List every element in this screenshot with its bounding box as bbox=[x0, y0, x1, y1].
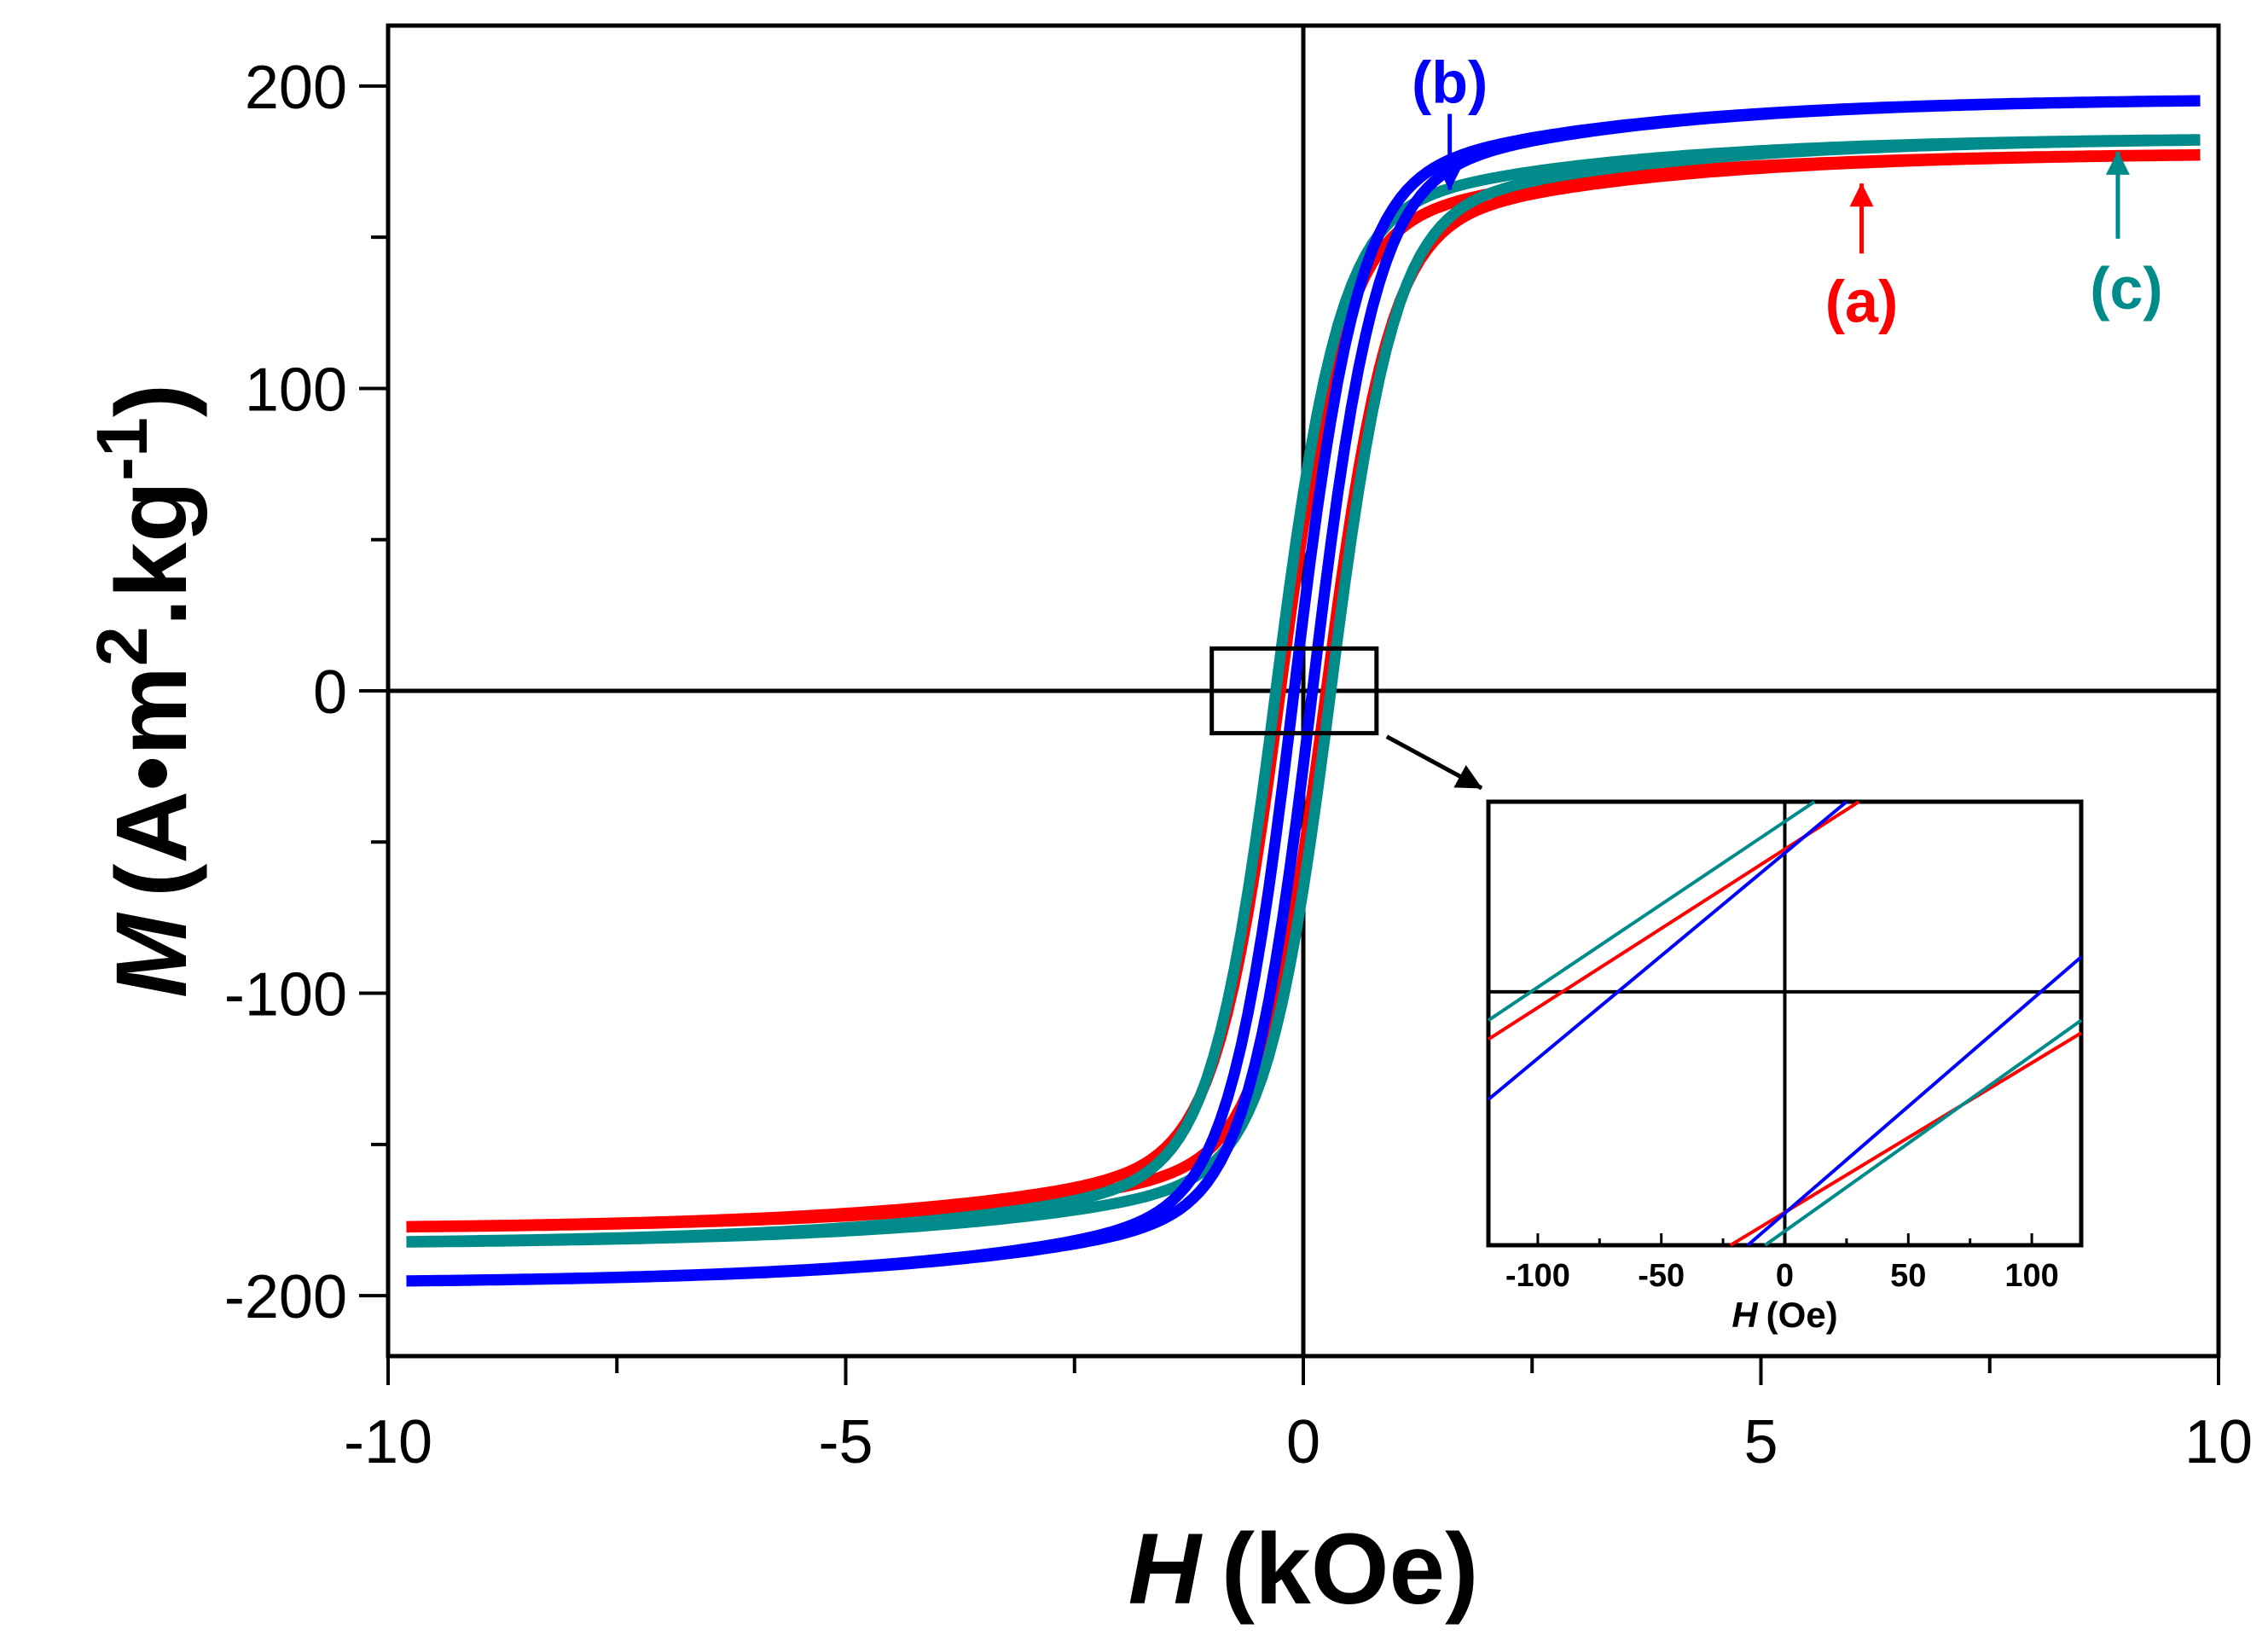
x-tick-label: -5 bbox=[818, 1408, 873, 1476]
y-axis-label-sup: -1 bbox=[82, 417, 162, 481]
inset-x-tick-label: -100 bbox=[1505, 1258, 1570, 1294]
y-axis-label-sup: 2 bbox=[82, 626, 162, 666]
inset-x-tick-label: 0 bbox=[1776, 1258, 1794, 1294]
x-tick-label: 5 bbox=[1743, 1408, 1778, 1476]
inset-series-b-branch bbox=[1487, 800, 1848, 1101]
zoom-pointer-arrow bbox=[1385, 734, 1483, 791]
inset-x-axis-label-symbol: H bbox=[1731, 1295, 1759, 1335]
y-tick-label: -200 bbox=[224, 1263, 347, 1331]
y-axis-label-unit: ) bbox=[96, 384, 208, 417]
series-c-descending bbox=[406, 134, 2201, 1248]
zoom-box bbox=[1209, 646, 1379, 736]
x-tick-label: 0 bbox=[1286, 1408, 1320, 1476]
y-axis-label-unit: (A•m bbox=[96, 666, 208, 897]
annotation-a-label: (a) bbox=[1825, 268, 1899, 334]
inset-series-c-branch bbox=[1487, 800, 1816, 1022]
inset-x-tick-label: -50 bbox=[1638, 1258, 1685, 1294]
inset-x-tick-label: 50 bbox=[1890, 1258, 1926, 1294]
x-axis-label-unit: (kOe) bbox=[1221, 1513, 1479, 1626]
y-tick-label: 100 bbox=[245, 356, 347, 424]
inset-x-tick-label: 100 bbox=[2004, 1258, 2058, 1294]
x-axis-label: H (kOe) bbox=[1128, 1513, 1479, 1626]
inset-series-b-branch bbox=[1746, 955, 2083, 1247]
y-tick-label: 0 bbox=[313, 658, 347, 727]
y-axis-label-unit: .kg bbox=[96, 481, 208, 627]
series-b-descending bbox=[406, 95, 2201, 1287]
inset-x-axis-label: H (Oe) bbox=[1731, 1295, 1837, 1335]
y-tick-label: 200 bbox=[245, 54, 347, 122]
y-axis-label-symbol: M bbox=[96, 912, 208, 998]
annotation-c-label: (c) bbox=[2090, 255, 2163, 322]
y-axis-label: M (A•m2.kg-1) bbox=[82, 384, 208, 998]
x-axis-label-symbol: H bbox=[1128, 1513, 1204, 1626]
annotation-b-label: (b) bbox=[1412, 49, 1488, 116]
x-tick-label: -10 bbox=[344, 1408, 432, 1476]
x-tick-label: 10 bbox=[2184, 1408, 2253, 1476]
inset-series-c-branch bbox=[1764, 1018, 2083, 1247]
y-tick-label: -100 bbox=[224, 961, 347, 1029]
inset-x-axis-label-unit: (Oe) bbox=[1766, 1295, 1838, 1335]
